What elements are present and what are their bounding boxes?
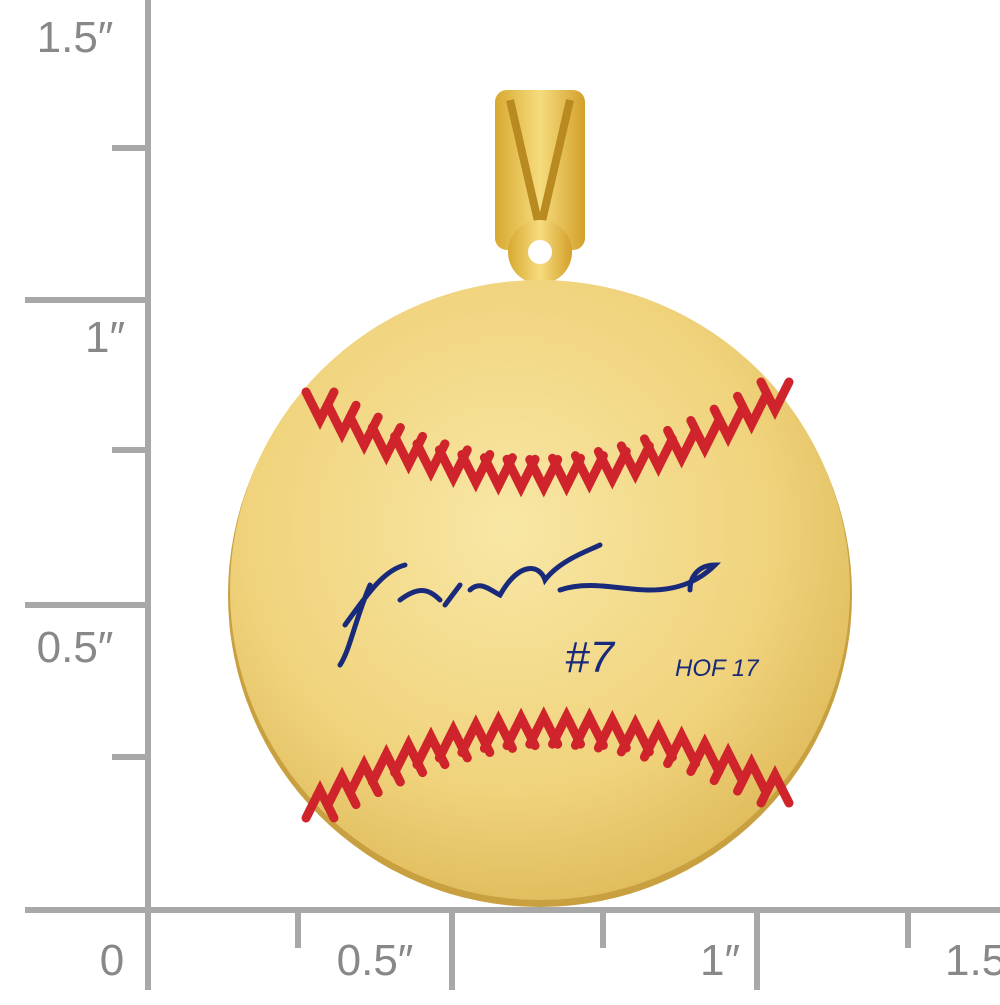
ruler-label: 1″ [85, 313, 125, 362]
pendant: #7 HOF 17 [228, 90, 852, 907]
stitch [570, 451, 608, 494]
stitch [593, 446, 631, 490]
ruler-label: 1.5 [945, 936, 1000, 985]
stitch [663, 425, 701, 469]
stitch [686, 415, 724, 459]
stitch [616, 441, 654, 484]
stitch [709, 404, 747, 448]
stitch [548, 453, 586, 497]
engraved-inscription: HOF 17 [675, 655, 760, 682]
stitch [639, 434, 677, 477]
stitch [709, 742, 747, 786]
engraved-number: #7 [565, 633, 615, 682]
ruler-label: 1.5″ [37, 13, 114, 62]
ruler-label: 0.5″ [37, 623, 114, 672]
ruler-label: 0 [100, 936, 124, 985]
stitch [663, 725, 701, 769]
stitch [639, 719, 677, 762]
ruler [25, 0, 1000, 990]
stitch [616, 713, 654, 757]
stitch [756, 377, 794, 421]
stitch [593, 709, 631, 753]
ruler-label: 0.5″ [337, 936, 414, 985]
stitch [570, 707, 608, 750]
ruler-label: 1″ [700, 936, 740, 985]
stitch [733, 753, 771, 796]
stitch [733, 391, 771, 435]
stitch [686, 733, 724, 776]
stitch [756, 764, 794, 808]
